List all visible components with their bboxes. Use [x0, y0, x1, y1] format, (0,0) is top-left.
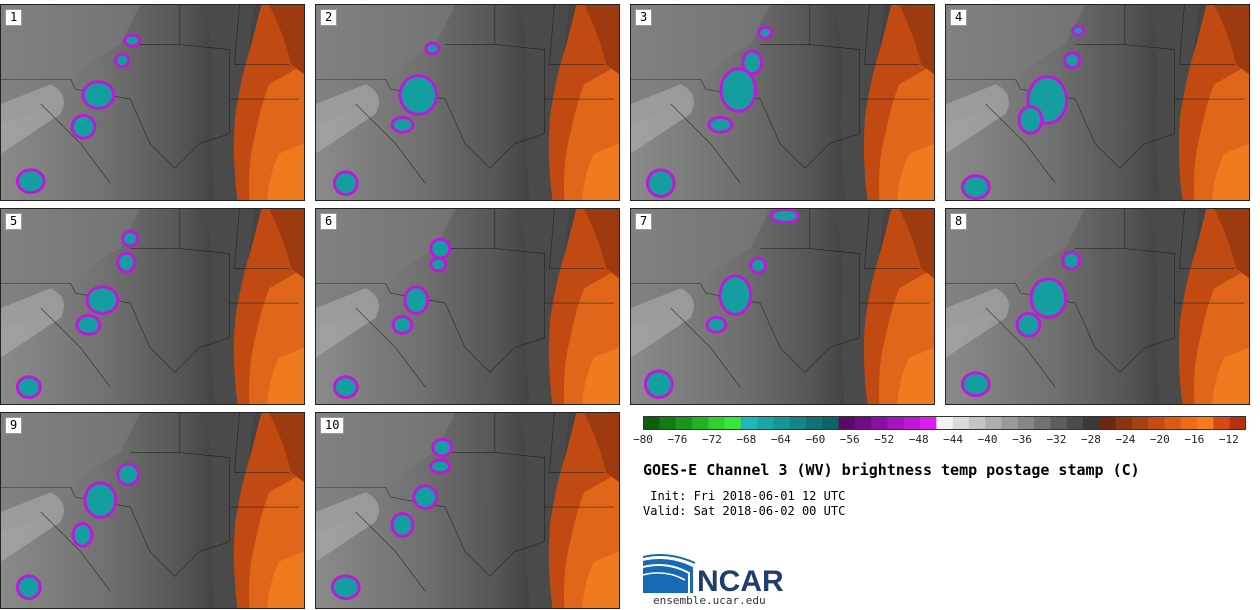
postage-stamp-panel: 5	[0, 208, 305, 405]
colorbar-segment	[887, 416, 905, 430]
colorbar-segment	[757, 416, 774, 430]
colorbar-segment	[773, 416, 791, 430]
panel-number: 10	[320, 417, 345, 434]
colorbar-tick-label: −76	[667, 433, 688, 446]
colorbar-segment	[805, 416, 823, 430]
colorbar-segment	[838, 416, 856, 430]
colorbar-segment	[1213, 416, 1231, 430]
colorbar-segment	[1148, 416, 1166, 430]
panel-number: 6	[320, 213, 338, 230]
colorbar-segment	[936, 416, 954, 430]
colorbar-segment	[1099, 416, 1117, 430]
colorbar-tick-label: −52	[874, 433, 895, 446]
colorbar-tick-label: −56	[839, 433, 860, 446]
postage-stamp-panel: 4	[945, 4, 1250, 201]
colorbar-segment	[985, 416, 1003, 430]
colorbar	[643, 415, 1247, 434]
ncar-logo: NCAR	[642, 553, 793, 599]
panel-number: 7	[635, 213, 653, 230]
colorbar-tick-label: −36	[1012, 433, 1032, 446]
colorbar-segment	[659, 416, 677, 430]
colorbar-segment	[1115, 416, 1133, 430]
colorbar-segment	[708, 416, 726, 430]
postage-stamp-panel: 1	[0, 4, 305, 201]
colorbar-tick-label: −12	[1218, 433, 1239, 446]
colorbar-segment	[1066, 416, 1084, 430]
colorbar-tick-label: −20	[1149, 433, 1170, 446]
colorbar-segment	[1197, 416, 1215, 430]
colorbar-tick-label: −44	[943, 433, 964, 446]
valid-time: Valid: Sat 2018-06-02 00 UTC	[643, 504, 846, 518]
colorbar-tick-label: −60	[805, 433, 826, 446]
colorbar-segment	[822, 416, 840, 430]
colorbar-segment	[1034, 416, 1052, 430]
colorbar-tick-label: −16	[1184, 433, 1205, 446]
colorbar-segment	[1017, 416, 1035, 430]
figure-title: GOES-E Channel 3 (WV) brightness temp po…	[643, 461, 1140, 479]
panel-number: 8	[950, 213, 968, 230]
run-times: Init: Fri 2018-06-01 12 UTC Valid: Sat 2…	[643, 489, 845, 519]
colorbar-segment	[1180, 416, 1198, 430]
panel-number: 2	[320, 9, 338, 26]
postage-stamp-panel: 2	[315, 4, 620, 201]
colorbar-segment	[789, 416, 807, 430]
colorbar-segment	[854, 416, 872, 430]
postage-stamp-panel: 10	[315, 412, 620, 609]
postage-stamp-panel: 8	[945, 208, 1250, 405]
colorbar-segment	[903, 416, 921, 430]
colorbar-tick-label: −64	[770, 433, 791, 446]
ncar-logo-text: NCAR	[697, 565, 784, 595]
postage-stamp-panel: 3	[630, 4, 935, 201]
colorbar-segment	[643, 416, 660, 430]
colorbar-segment	[1164, 416, 1182, 430]
colorbar-tick-label: −32	[1046, 433, 1067, 446]
colorbar-segment	[968, 416, 986, 430]
colorbar-segment	[920, 416, 937, 430]
website-url: ensemble.ucar.edu	[653, 594, 766, 607]
colorbar-segment	[871, 416, 889, 430]
colorbar-segment	[675, 416, 693, 430]
colorbar-segment	[691, 416, 709, 430]
colorbar-tick-label: −28	[1081, 433, 1101, 446]
colorbar-segment	[1050, 416, 1068, 430]
postage-stamp-panel: 9	[0, 412, 305, 609]
colorbar-segment	[1001, 416, 1019, 430]
colorbar-segment	[1131, 416, 1149, 430]
panel-number: 1	[5, 9, 23, 26]
colorbar-tick-label: −68	[736, 433, 757, 446]
colorbar-tick-label: −72	[701, 433, 722, 446]
panel-number: 3	[635, 9, 653, 26]
colorbar-tick-label: −48	[908, 433, 929, 446]
colorbar-segment	[952, 416, 970, 430]
panel-number: 5	[5, 213, 23, 230]
colorbar-segment	[1229, 416, 1247, 430]
panel-number: 4	[950, 9, 968, 26]
colorbar-tick-label: −40	[977, 433, 998, 446]
init-time: Init: Fri 2018-06-01 12 UTC	[643, 489, 846, 503]
colorbar-segment	[724, 416, 742, 430]
colorbar-segment	[740, 416, 758, 430]
colorbar-segment	[1083, 416, 1100, 430]
postage-stamp-panel: 7	[630, 208, 935, 405]
panel-number: 9	[5, 417, 23, 434]
colorbar-tick-label: −24	[1115, 433, 1136, 446]
postage-stamp-panel: 6	[315, 208, 620, 405]
colorbar-tick-label: −80	[633, 433, 653, 446]
